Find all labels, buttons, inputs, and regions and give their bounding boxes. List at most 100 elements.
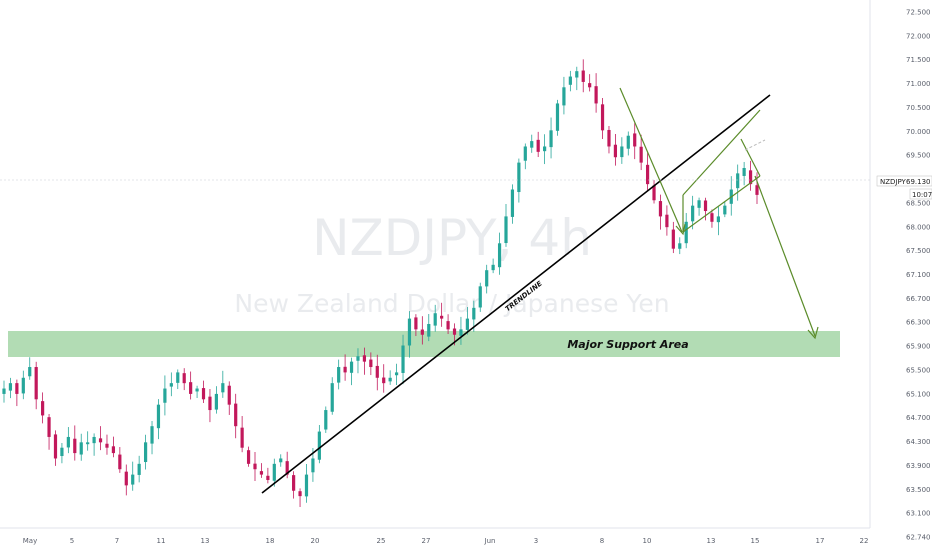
candle-body [710, 213, 714, 222]
candle-body [311, 458, 315, 473]
candle-body [375, 365, 379, 378]
candle-body [723, 205, 727, 215]
candle-body [105, 443, 109, 448]
current-price-badge: NZDJPY 69.130 10:07 [876, 175, 932, 200]
candle-body [285, 461, 289, 475]
date-tick-label: 18 [266, 537, 275, 545]
candle-body [536, 139, 540, 152]
candle-body [98, 438, 103, 443]
candle-body [266, 475, 270, 480]
date-tick-label: 3 [534, 537, 538, 545]
candle-body [349, 361, 354, 373]
candle-body [362, 355, 367, 362]
candle-body [150, 426, 154, 444]
candle-body [176, 372, 180, 383]
price-tick-label: 65.900 [906, 343, 931, 351]
candle-body [517, 162, 521, 193]
price-tick-label: 63.900 [906, 462, 931, 470]
candle-body [272, 463, 276, 481]
candle-body [523, 146, 527, 161]
price-tick-label: 64.300 [906, 438, 931, 446]
candle-body [485, 270, 489, 287]
badge-value: 69.130 [906, 178, 931, 186]
candle-body [633, 133, 637, 147]
candle-body [472, 307, 476, 320]
candle-body [92, 436, 96, 444]
candle-body [716, 216, 720, 223]
channel-lower[interactable] [682, 175, 761, 233]
candle-body [665, 214, 669, 228]
date-tick-label: 13 [707, 537, 716, 545]
badge-symbol: NZDJPY [880, 178, 907, 186]
candle-body [613, 144, 618, 158]
price-tick-label: 65.500 [906, 366, 931, 374]
candle-body [234, 403, 238, 427]
price-tick-label: 70.500 [906, 104, 931, 112]
price-tick-label: 67.500 [906, 247, 931, 255]
candle-body [21, 377, 25, 394]
price-tick-label: 62.740 [906, 534, 931, 542]
price-tick-label: 68.000 [906, 223, 931, 231]
badge-countdown: 10:07 [912, 191, 932, 199]
arrow-line-1[interactable] [619, 87, 683, 233]
date-tick-label: 20 [311, 537, 320, 545]
price-axis[interactable]: 72.500 72.000 71.500 71.000 70.500 70.000 69.5… [906, 9, 931, 542]
candle-body [446, 321, 450, 330]
candle-body [543, 146, 547, 152]
candle-body [169, 383, 173, 387]
candle-body [639, 146, 643, 163]
candle-body [671, 229, 675, 249]
candle-body [607, 129, 611, 147]
candle-body [465, 318, 469, 330]
date-tick-label: May [23, 537, 37, 545]
candle-body [620, 146, 624, 158]
price-tick-label: 66.300 [906, 319, 931, 327]
candle-body [407, 318, 412, 346]
candle-body [111, 446, 116, 454]
candle-body [259, 471, 264, 475]
candle-body [440, 315, 444, 319]
candle-body [66, 436, 70, 448]
time-axis[interactable]: May 5 7 11 13 18 20 25 27 Jun 3 8 10 13 15 17 22 [23, 537, 869, 545]
candle-body [292, 475, 296, 491]
candle-body [459, 329, 463, 336]
support-zone[interactable] [8, 331, 840, 357]
price-tick-label: 68.500 [906, 199, 931, 207]
candle-body [143, 442, 148, 463]
candle-body [748, 170, 753, 185]
date-tick-label: 8 [600, 537, 604, 545]
candle-body [356, 356, 360, 361]
candle-body [684, 221, 688, 244]
projection-arrow[interactable] [754, 175, 816, 337]
channel-upper[interactable] [682, 109, 761, 196]
trendline[interactable] [261, 94, 771, 494]
candle-body [510, 189, 515, 217]
channel-extension [744, 139, 766, 151]
candle-body [163, 388, 167, 403]
date-tick-label: 5 [70, 537, 74, 545]
date-tick-label: 17 [816, 537, 825, 545]
price-tick-label: 72.000 [906, 32, 931, 40]
candle-body [221, 383, 225, 393]
candle-body [369, 359, 373, 368]
candle-body [324, 410, 328, 430]
candle-body [86, 442, 90, 445]
name-watermark: New Zealand Dollar / Japanese Yen [234, 289, 669, 318]
candle-body [433, 313, 437, 326]
candle-body [79, 442, 83, 455]
candle-body [626, 135, 630, 149]
candle-body [562, 87, 566, 106]
candle-body [137, 463, 141, 475]
candle-body [394, 372, 399, 376]
price-tick-label: 65.100 [906, 390, 931, 398]
candle-body [568, 76, 572, 85]
price-tick-label: 66.700 [906, 295, 931, 303]
candle-body [156, 404, 161, 429]
candle-body [388, 377, 392, 382]
arrow-head-1 [675, 223, 686, 236]
price-tick-label: 64.700 [906, 414, 931, 422]
candle-body [581, 70, 585, 82]
candle-body [279, 458, 283, 463]
